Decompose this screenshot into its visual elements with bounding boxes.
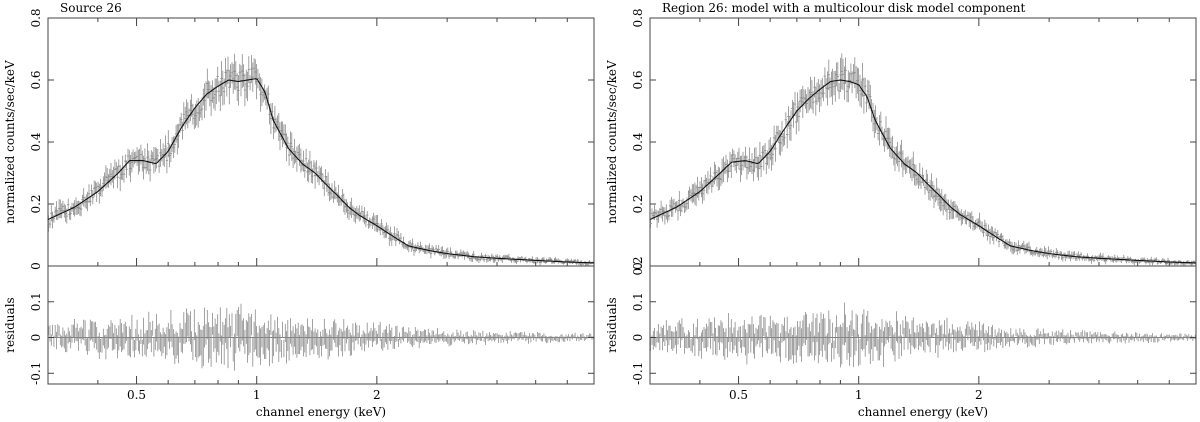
y-tick-label: 0.4 xyxy=(631,132,645,151)
upper-data-points xyxy=(47,53,595,266)
chart-title: Source 26 xyxy=(60,1,122,15)
lower-panel-frame xyxy=(47,265,595,385)
chart-left: Source 26 0 0.2 0.4 0.6 0.8 normalized count… xyxy=(3,1,595,419)
y-tick-label: 0.8 xyxy=(631,8,645,27)
x-tick-label: 2 xyxy=(373,388,381,402)
lower-y-axis-label: residuals xyxy=(605,297,619,352)
chart-title: Region 26: model with a multicolour disk… xyxy=(662,1,1026,15)
y-tick-label: -0.1 xyxy=(631,362,645,385)
upper-data-points xyxy=(649,53,1197,266)
y-tick-label: 0.2 xyxy=(29,194,43,213)
y-tick-label: 0.6 xyxy=(29,70,43,89)
x-axis: 0.5 1 2 xyxy=(649,18,1197,402)
y-tick-label: 0 xyxy=(29,334,43,342)
y-tick-label: 0.1 xyxy=(631,292,645,311)
x-tick-label: 1 xyxy=(855,388,863,402)
y-tick-label: 0 xyxy=(631,334,645,342)
upper-y-axis-label: normalized counts/sec/keV xyxy=(3,60,17,224)
upper-y-axis-label: normalized counts/sec/keV xyxy=(605,60,619,224)
y-tick-label: 0 xyxy=(631,262,645,270)
upper-panel-frame xyxy=(649,17,1197,267)
y-tick-label: -0.1 xyxy=(29,362,43,385)
upper-panel-frame xyxy=(47,17,595,267)
y-tick-label: 0.2 xyxy=(631,256,645,275)
lower-y-axis-label: residuals xyxy=(3,297,17,352)
upper-y-axis: 0 0.2 0.4 0.6 0.8 xyxy=(29,8,594,270)
lower-y-axis: -0.1 0 0.1 0.2 xyxy=(631,256,1196,385)
residual-points xyxy=(48,303,594,371)
x-tick-label: 0.5 xyxy=(127,388,146,402)
lower-y-axis: -0.1 0 0.1 xyxy=(29,292,594,385)
upper-panel: 0 0.2 0.4 0.6 0.8 normalized counts/sec/keV xyxy=(605,8,1197,270)
upper-panel: 0 0.2 0.4 0.6 0.8 normalized counts/sec/keV xyxy=(3,8,595,270)
residual-points xyxy=(650,302,1196,368)
x-tick-label: 2 xyxy=(975,388,983,402)
y-tick-label: 0.4 xyxy=(29,132,43,151)
x-tick-label: 0.5 xyxy=(729,388,748,402)
y-tick-label: 0.6 xyxy=(631,70,645,89)
y-tick-label: 0.2 xyxy=(631,194,645,213)
x-axis: 0.5 1 2 xyxy=(47,18,595,402)
model-curve xyxy=(47,78,595,264)
y-tick-label: 0 xyxy=(29,262,43,270)
x-axis-label: channel energy (keV) xyxy=(858,405,988,419)
x-axis-label: channel energy (keV) xyxy=(256,405,386,419)
lower-panel: -0.1 0 0.1 residuals xyxy=(3,265,595,385)
x-tick-label: 1 xyxy=(253,388,261,402)
lower-panel-frame xyxy=(649,265,1197,385)
model-curve xyxy=(649,79,1197,264)
chart-right: Region 26: model with a multicolour disk… xyxy=(605,1,1197,419)
lower-panel: -0.1 0 0.1 0.2 residuals xyxy=(605,256,1197,385)
y-tick-label: 0.8 xyxy=(29,8,43,27)
upper-y-axis: 0 0.2 0.4 0.6 0.8 xyxy=(631,8,1196,270)
y-tick-label: 0.1 xyxy=(29,292,43,311)
